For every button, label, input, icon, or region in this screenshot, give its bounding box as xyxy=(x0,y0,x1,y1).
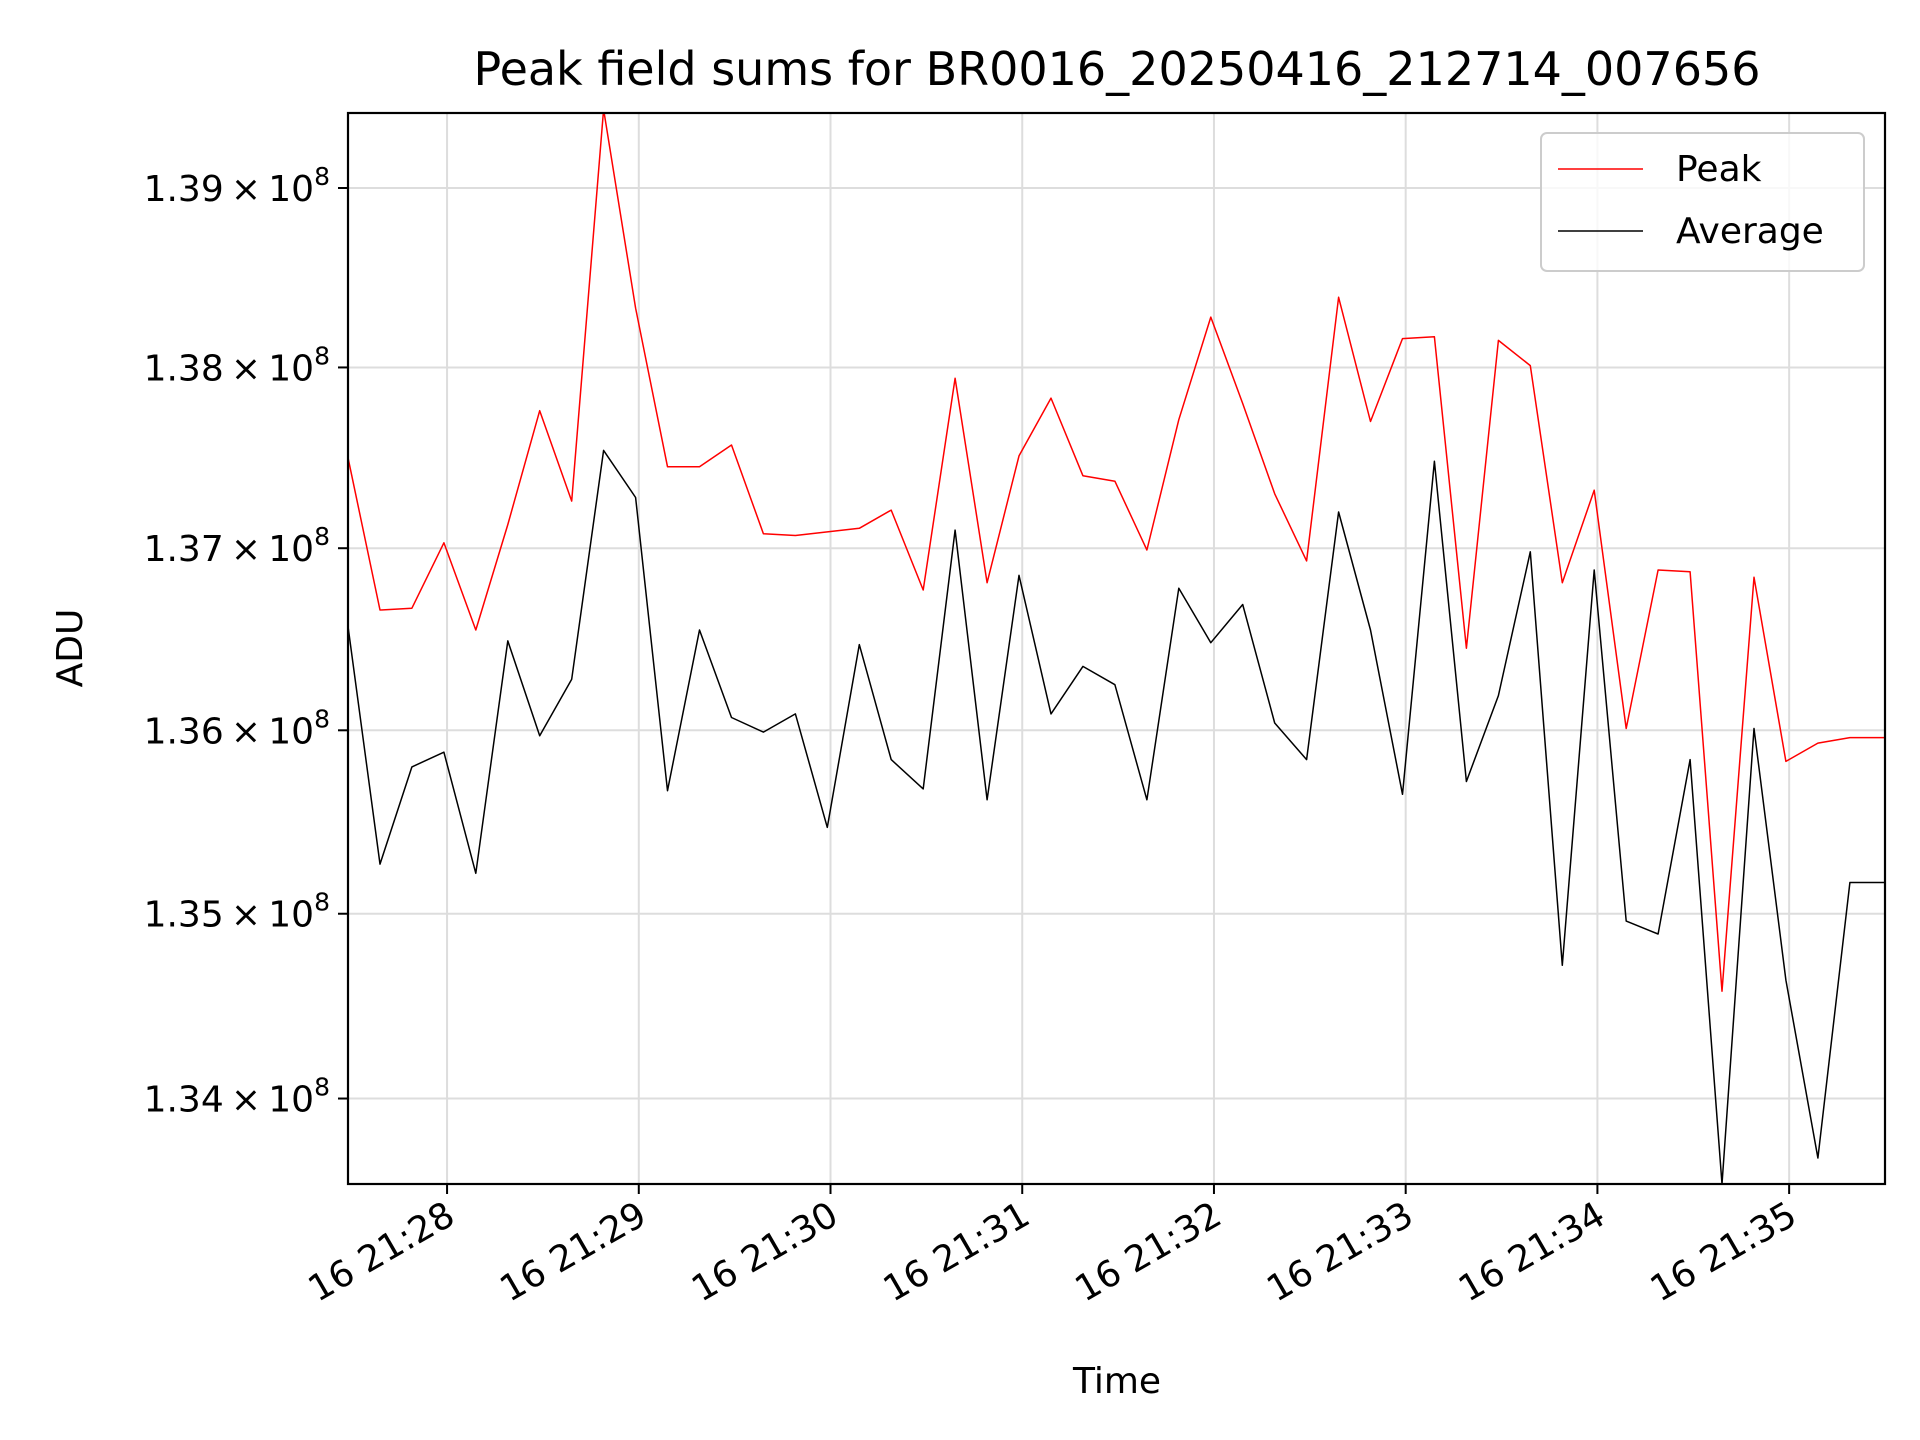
legend-peak-label: Peak xyxy=(1676,149,1762,190)
legend: Peak Average xyxy=(1540,132,1865,272)
legend-average-label: Average xyxy=(1676,211,1824,252)
y-tick-label: 1.34 × 108 xyxy=(144,1073,330,1121)
y-tick-label: 1.39 × 108 xyxy=(144,162,330,210)
series-line-average xyxy=(348,449,1885,1184)
x-axis-label: Time xyxy=(1072,1361,1161,1402)
y-tick-label: 1.37 × 108 xyxy=(144,522,330,570)
y-tick-label: 1.35 × 108 xyxy=(144,888,330,936)
plot-frame xyxy=(346,111,1887,1186)
legend-box xyxy=(1540,132,1865,272)
series-line-peak xyxy=(348,113,1885,992)
y-tick-label: 1.36 × 108 xyxy=(144,704,330,752)
grid xyxy=(348,113,1885,1184)
y-axis: 1.34 × 108 1.35 × 108 1.36 × 108 1.37 × 108… xyxy=(144,162,348,1121)
y-axis-label: ADU xyxy=(50,609,91,688)
y-tick-label: 1.38 × 108 xyxy=(144,341,330,389)
chart-title: Peak field sums for BR0016_20250416_2127… xyxy=(473,42,1760,96)
series-lines xyxy=(348,113,1885,1184)
